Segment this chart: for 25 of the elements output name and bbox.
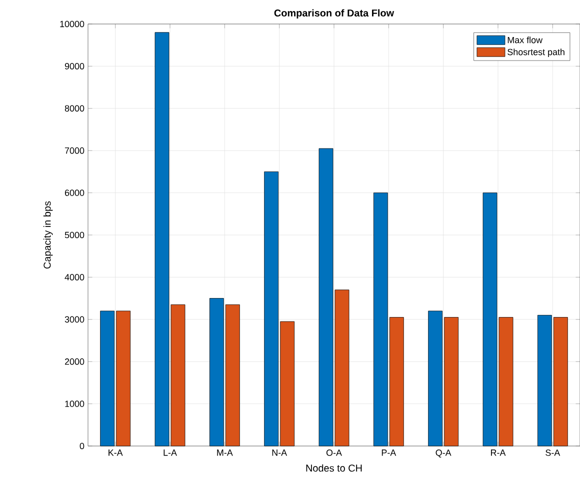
- x-tick-label: K-A: [108, 450, 123, 456]
- y-tick-label: 5000: [64, 232, 84, 238]
- x-tick-label: L-A: [164, 450, 177, 456]
- x-tick-label: O-A: [326, 450, 342, 456]
- x-tick-label: R-A: [491, 450, 506, 456]
- y-tick-label: 0: [80, 442, 84, 450]
- y-tick-label: 8000: [64, 105, 84, 112]
- legend-label: Shosrtest path: [508, 48, 564, 57]
- x-tick-label: N-A: [272, 450, 288, 456]
- y-axis-title: Capacity in bps: [43, 201, 53, 269]
- y-tick-label: 1000: [65, 400, 84, 407]
- y-tick-label: 9000: [64, 63, 84, 70]
- x-tick-label: Q-A: [436, 450, 452, 458]
- x-tick-label: P-A: [382, 450, 396, 456]
- x-axis-title: Nodes to CH: [306, 464, 362, 472]
- legend-label: Max flow: [508, 36, 543, 44]
- y-tick-label: 3000: [64, 316, 84, 323]
- y-tick-label: 2000: [64, 358, 84, 365]
- x-tick-label: S-A: [546, 450, 560, 456]
- y-tick-label: 4000: [64, 274, 84, 280]
- y-tick-label: 10000: [60, 20, 84, 28]
- y-tick-label: 6000: [64, 190, 84, 196]
- y-tick-label: 7000: [64, 147, 84, 154]
- chart-title: Comparison of Data Flow: [274, 9, 394, 18]
- x-tick-label: M-A: [217, 450, 233, 456]
